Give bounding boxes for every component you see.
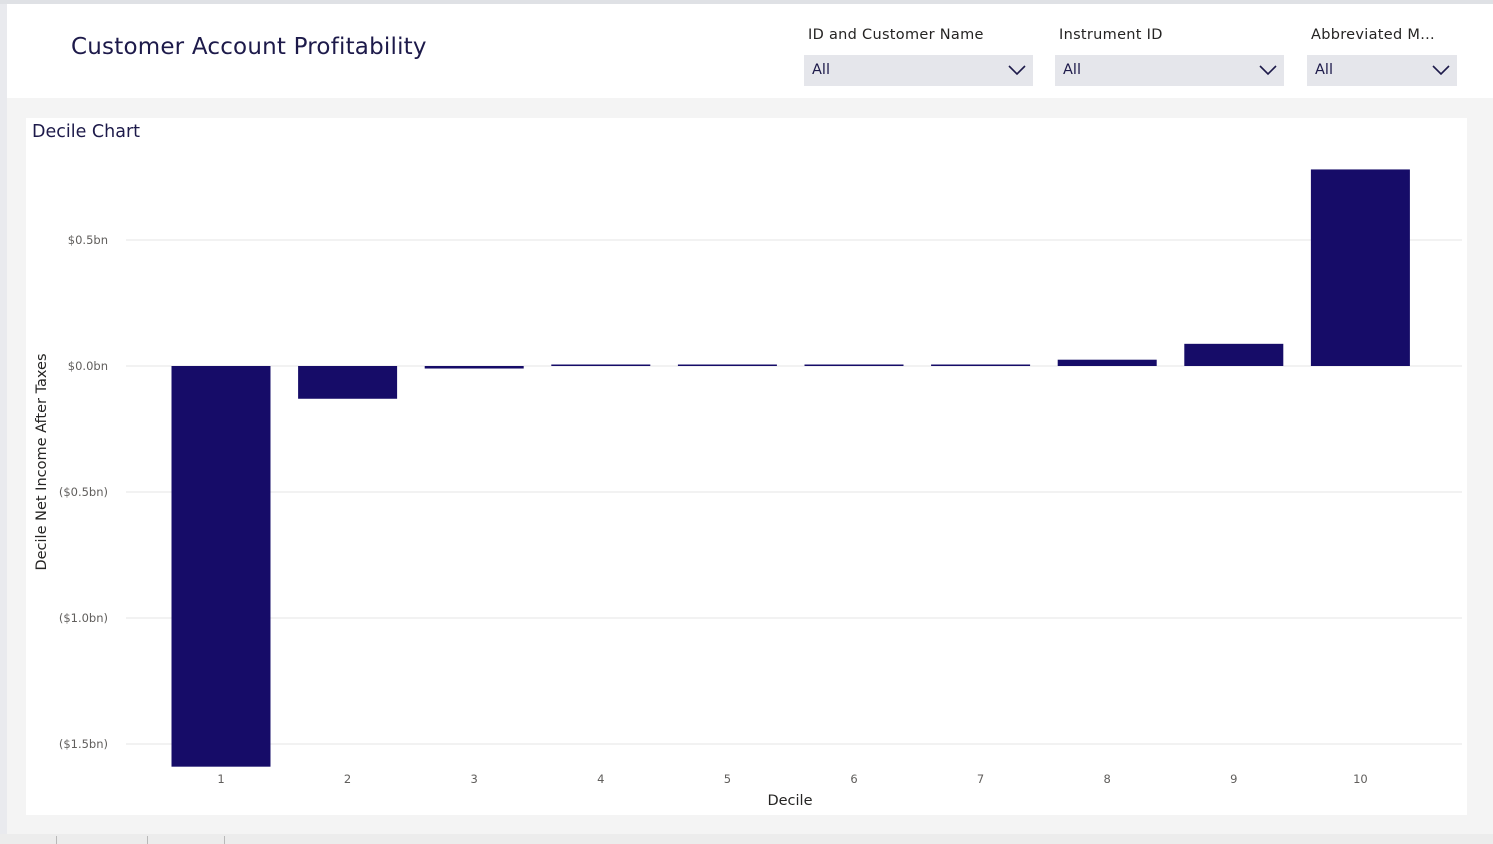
slicer-value: All — [1315, 62, 1333, 78]
bar-decile-7[interactable] — [931, 364, 1031, 367]
y-axis-title: Decile Net Income After Taxes — [34, 353, 50, 570]
report-canvas: Customer Account Profitability ID and Cu… — [7, 4, 1493, 834]
x-tick-label: 6 — [850, 772, 857, 786]
slicer-label: Abbreviated M... — [1311, 27, 1435, 43]
x-tick-label: 9 — [1230, 772, 1237, 786]
slicer-value: All — [812, 62, 830, 78]
bar-decile-9[interactable] — [1184, 343, 1284, 366]
y-tick-label: $0.5bn — [68, 233, 108, 247]
bar-decile-3[interactable] — [424, 366, 524, 369]
slicer-label: ID and Customer Name — [808, 27, 984, 43]
x-axis-title: Decile — [767, 793, 812, 809]
decile-bar-chart: $0.5bn $0.0bn ($0.5bn) ($1.0bn) ($1.5bn) 1 2 3… — [34, 169, 1462, 809]
chart-title: Decile Chart — [32, 122, 141, 142]
y-tick-label: $0.0bn — [68, 359, 108, 373]
bar-decile-5[interactable] — [677, 364, 777, 367]
tab-divider — [224, 836, 225, 844]
customer-name-dropdown[interactable]: All — [804, 55, 1033, 86]
page-title: Customer Account Profitability — [71, 34, 427, 60]
instrument-id-dropdown[interactable]: All — [1055, 55, 1284, 86]
y-tick-label: ($1.5bn) — [59, 737, 108, 751]
gridlines — [126, 239, 1462, 745]
x-tick-label: 2 — [344, 772, 351, 786]
bar-decile-6[interactable] — [804, 364, 904, 367]
x-tick-label: 5 — [724, 772, 731, 786]
x-tick-label: 10 — [1353, 772, 1368, 786]
chevron-down-icon — [1432, 65, 1450, 76]
x-tick-label: 8 — [1104, 772, 1111, 786]
bar-decile-2[interactable] — [298, 366, 398, 399]
slicer-customer-name: ID and Customer Name All — [804, 24, 1033, 86]
y-axis-ticks: $0.5bn $0.0bn ($0.5bn) ($1.0bn) ($1.5bn) — [59, 233, 108, 751]
slicer-abbreviated: Abbreviated M... All — [1307, 24, 1457, 86]
bar-decile-10[interactable] — [1310, 169, 1410, 366]
page-tabs-bar — [0, 834, 1493, 844]
bar-decile-1[interactable] — [171, 366, 271, 767]
x-axis-ticks: 1 2 3 4 5 6 7 8 9 10 — [217, 772, 1367, 786]
chevron-down-icon — [1259, 65, 1277, 76]
x-tick-label: 1 — [217, 772, 224, 786]
bar-decile-4[interactable] — [551, 364, 651, 367]
y-tick-label: ($1.0bn) — [59, 611, 108, 625]
slicer-instrument-id: Instrument ID All — [1055, 24, 1284, 86]
bar-decile-8[interactable] — [1057, 359, 1157, 366]
chevron-down-icon — [1008, 65, 1026, 76]
bars — [171, 169, 1410, 767]
x-tick-label: 4 — [597, 772, 604, 786]
x-tick-label: 7 — [977, 772, 984, 786]
y-tick-label: ($0.5bn) — [59, 485, 108, 499]
top-strip — [0, 0, 1493, 4]
slicer-label: Instrument ID — [1059, 27, 1163, 43]
x-tick-label: 3 — [471, 772, 478, 786]
decile-chart-card: Decile Chart $0.5bn $0.0bn ($0.5bn) ($1.0bn… — [26, 118, 1467, 815]
report-header: Customer Account Profitability ID and Cu… — [7, 4, 1493, 98]
slicer-value: All — [1063, 62, 1081, 78]
tab-divider — [56, 836, 57, 844]
tab-divider — [147, 836, 148, 844]
abbreviated-dropdown[interactable]: All — [1307, 55, 1457, 86]
